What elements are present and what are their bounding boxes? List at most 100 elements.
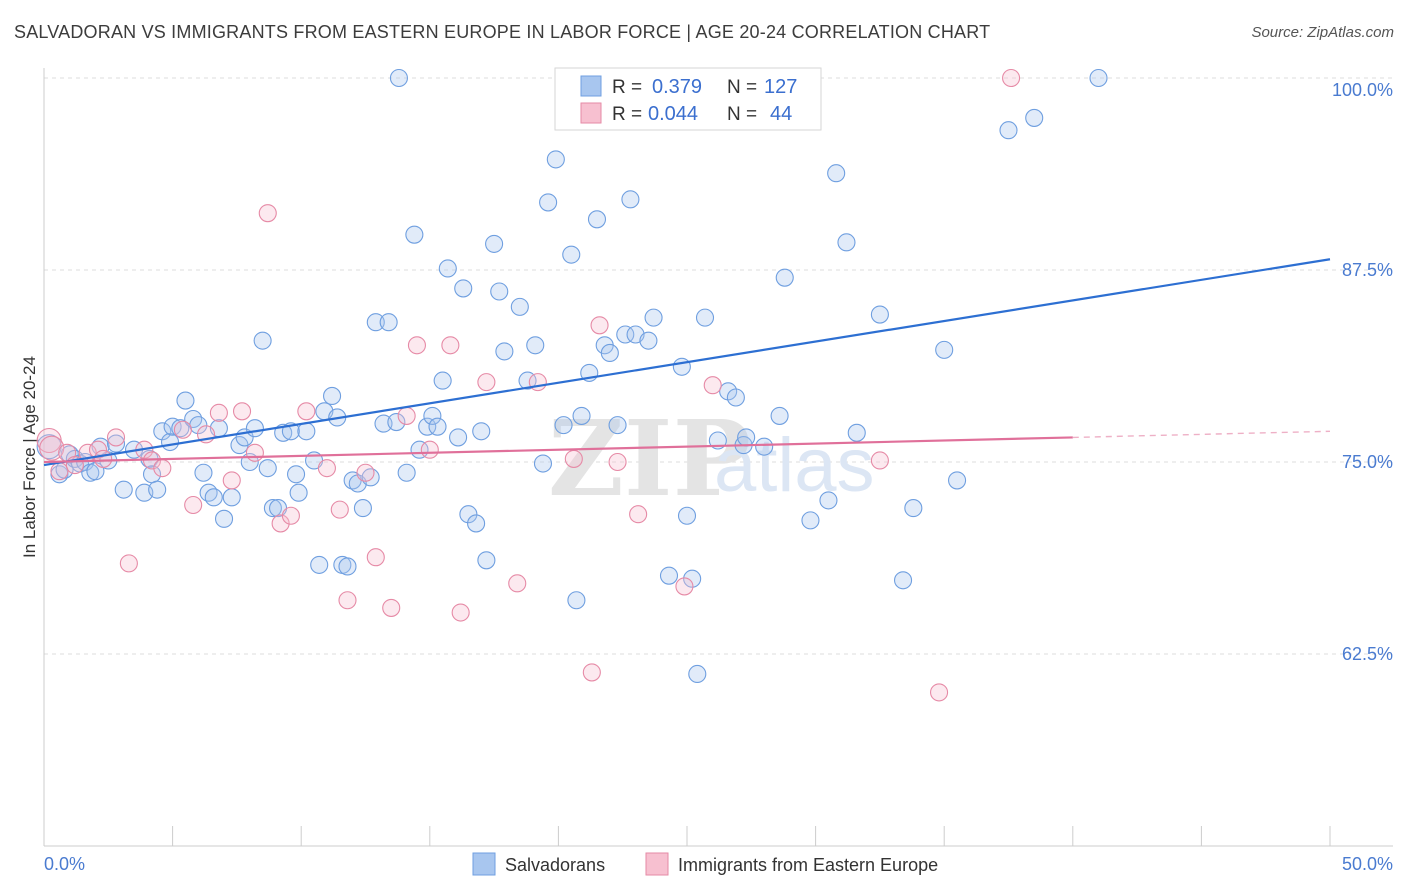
point-eastern-europe-36 <box>508 574 527 593</box>
point-salvadorans-37 <box>263 499 282 518</box>
point-salvadorans-22 <box>176 391 195 410</box>
point-eastern-europe-12 <box>153 459 172 478</box>
point-salvadorans-68 <box>449 428 468 447</box>
point-salvadorans-67 <box>438 259 457 278</box>
point-salvadorans-93 <box>621 190 640 209</box>
point-salvadorans-58 <box>387 413 406 432</box>
point-eastern-europe-30 <box>397 406 416 425</box>
point-salvadorans-95 <box>639 331 658 350</box>
legend-swatch-eastern-europe <box>645 852 669 876</box>
point-salvadorans-102 <box>695 308 715 327</box>
point-salvadorans-29 <box>214 509 234 528</box>
point-salvadorans-65 <box>428 417 447 436</box>
point-salvadorans-118 <box>870 305 889 324</box>
point-eastern-europe-45 <box>703 376 722 395</box>
point-eastern-europe-20 <box>258 204 277 223</box>
point-eastern-europe-35 <box>477 373 496 392</box>
data-points <box>36 68 1108 702</box>
y-tick-labels: 62.5% 75.0% 87.5% 100.0% <box>1332 80 1393 664</box>
point-eastern-europe-13 <box>173 420 192 439</box>
legend-label-salvadorans: Salvadorans <box>505 855 605 875</box>
point-eastern-europe-29 <box>382 598 401 617</box>
point-salvadorans-17 <box>148 480 167 499</box>
y-tick-label-3: 100.0% <box>1332 80 1393 100</box>
trend-lines <box>43 258 1331 467</box>
point-salvadorans-66 <box>433 371 452 390</box>
point-eastern-europe-47 <box>930 683 949 702</box>
legend-label-eastern-europe: Immigrants from Eastern Europe <box>678 855 938 875</box>
point-eastern-europe-16 <box>209 403 228 422</box>
point-eastern-europe-18 <box>232 402 252 421</box>
point-salvadorans-121 <box>935 340 954 359</box>
point-eastern-europe-2 <box>50 462 69 481</box>
legend: Salvadorans Immigrants from Eastern Euro… <box>472 852 938 876</box>
point-eastern-europe-17 <box>222 471 241 490</box>
point-salvadorans-77 <box>510 297 529 316</box>
point-eastern-europe-1 <box>39 435 65 461</box>
point-eastern-europe-24 <box>317 459 336 478</box>
point-salvadorans-116 <box>837 233 856 252</box>
point-salvadorans-113 <box>801 511 820 530</box>
point-salvadorans-69 <box>454 279 473 298</box>
point-eastern-europe-9 <box>119 554 138 573</box>
point-salvadorans-70 <box>459 505 478 524</box>
point-eastern-europe-46 <box>870 451 889 470</box>
point-eastern-europe-44 <box>675 577 694 596</box>
x-tick-label-1: 50.0% <box>1342 854 1393 874</box>
point-salvadorans-115 <box>827 164 846 183</box>
point-salvadorans-96 <box>644 308 663 327</box>
point-salvadorans-42 <box>289 483 308 502</box>
stats-n-label-eastern-europe: N = <box>727 104 757 125</box>
point-salvadorans-41 <box>287 465 306 484</box>
stats-r-label-salvadorans: R = <box>612 77 642 98</box>
y-tick-label-0: 62.5% <box>1342 644 1393 664</box>
point-salvadorans-59 <box>389 68 408 88</box>
point-salvadorans-71 <box>467 514 486 533</box>
point-eastern-europe-19 <box>245 443 264 462</box>
point-eastern-europe-27 <box>356 463 375 482</box>
point-salvadorans-20 <box>163 417 182 436</box>
point-salvadorans-92 <box>616 325 635 344</box>
point-salvadorans-11 <box>106 434 126 453</box>
y-axis-label: In Labor Force | Age 20-24 <box>20 356 39 558</box>
point-salvadorans-47 <box>323 386 342 406</box>
point-salvadorans-123 <box>999 121 1018 140</box>
point-salvadorans-99 <box>677 506 697 525</box>
point-salvadorans-90 <box>600 343 619 362</box>
point-eastern-europe-8 <box>106 428 126 447</box>
point-salvadorans-53 <box>353 499 372 518</box>
point-eastern-europe-6 <box>88 440 108 459</box>
point-eastern-europe-23 <box>297 402 316 421</box>
point-salvadorans-79 <box>526 336 545 355</box>
point-salvadorans-81 <box>539 193 558 212</box>
point-salvadorans-120 <box>904 499 923 518</box>
point-salvadorans-63 <box>418 417 437 436</box>
stats-r-label-eastern-europe: R = <box>612 104 642 125</box>
point-salvadorans-84 <box>562 245 581 264</box>
point-salvadorans-35 <box>253 331 272 350</box>
point-salvadorans-30 <box>222 488 241 507</box>
point-eastern-europe-22 <box>281 506 300 525</box>
trend-line-eastern-europe-extension <box>1072 430 1331 439</box>
point-eastern-europe-32 <box>420 440 439 459</box>
stats-swatch-eastern-europe <box>580 102 602 124</box>
point-eastern-europe-34 <box>451 603 470 622</box>
point-salvadorans-86 <box>572 406 591 425</box>
point-eastern-europe-26 <box>338 591 357 610</box>
point-salvadorans-119 <box>893 571 913 590</box>
point-salvadorans-85 <box>567 591 586 610</box>
point-salvadorans-117 <box>847 423 866 442</box>
chart-source: Source: ZipAtlas.com <box>1251 24 1394 41</box>
point-salvadorans-74 <box>485 234 504 253</box>
stats-n-value-eastern-europe: 44 <box>770 103 792 125</box>
point-salvadorans-88 <box>587 210 607 229</box>
point-eastern-europe-28 <box>366 548 385 567</box>
point-salvadorans-43 <box>297 422 316 441</box>
point-eastern-europe-14 <box>184 495 203 515</box>
point-salvadorans-83 <box>554 416 573 435</box>
point-salvadorans-107 <box>737 428 756 447</box>
point-salvadorans-122 <box>948 471 967 490</box>
point-salvadorans-97 <box>659 566 679 585</box>
point-salvadorans-50 <box>338 557 357 576</box>
